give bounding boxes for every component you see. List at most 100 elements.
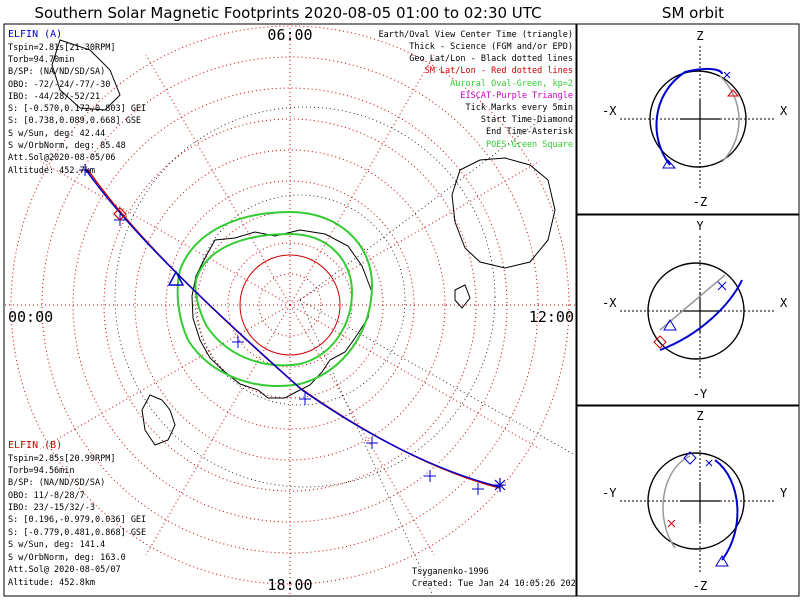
hour-label-left: 00:00 [8, 308, 53, 326]
elfin-b-line: S: [0.196,-0.979,0.036] GEI [8, 515, 146, 525]
elfin-b-line: Torb=94.56min [8, 466, 75, 476]
south-america-coastline [141, 394, 176, 446]
elfin-b-line: B/SP: (NA/ND/SD/SA) [8, 478, 105, 488]
elfin-b-line: OBO: 11/-8/28/7 [8, 491, 85, 501]
earth-circle [647, 452, 745, 550]
elfin-a-line: Torb=94.70min [8, 55, 75, 65]
panel-xz-left-label: -X [602, 104, 617, 118]
orbit-diamond [683, 451, 697, 465]
elfin-a-line: S w/Sun, deg: 42.44 [8, 129, 105, 139]
panel-yz-bottom-label: -Z [693, 579, 707, 593]
panel-xy: Y -Y -X X [602, 219, 788, 401]
elfin-a-line: B/SP: (NA/ND/SD/SA) [8, 67, 105, 77]
legend-item: POES-Green Square [486, 140, 573, 150]
panel-xz-right-label: X [780, 104, 788, 118]
sm-longitude-lines [4, 24, 576, 596]
sm-lat-circle [103, 118, 477, 492]
elfin-b-trace [85, 169, 501, 488]
sm-polar-cap-circle [239, 254, 341, 356]
legend-item: Tick Marks every 5min [466, 103, 573, 113]
sm-orbit-title: SM orbit [662, 4, 724, 22]
elfin-b-line: IBO: 23/-15/32/-3 [8, 503, 95, 513]
elfin-b-line: S w/OrbNorm, deg: 163.0 [8, 553, 126, 563]
elfin-b-line: Att.Sol@ 2020-08-05/07 [8, 565, 121, 575]
hour-label-right: 12:00 [529, 308, 574, 326]
hour-label-top: 06:00 [267, 26, 312, 44]
elfin-a-line: Att.Sol@2020-08-05/06 [8, 153, 115, 163]
elfin-b-line: Tspin=2.85s[20.99RPM] [8, 454, 115, 464]
panel-xz-top-label: Z [696, 29, 703, 43]
panel-xz: Z -Z -X X [602, 29, 788, 209]
orbit-path-blue [659, 279, 743, 351]
sm-lat-circle [134, 149, 446, 461]
auroral-oval [176, 210, 374, 387]
elfin-a-line: Tspin=2.81s[21.30RPM] [8, 43, 115, 53]
legend-item: EISCAT-Purple Triangle [460, 91, 573, 101]
legend: Earth/Oval View Center Time (triangle) T… [379, 30, 573, 150]
orbit-asterisk [723, 71, 731, 79]
panel-xy-frame [576, 214, 800, 406]
end-asterisk [494, 478, 506, 492]
elfin-b-line: S w/Sun, deg: 141.4 [8, 540, 105, 550]
earth-circle [649, 70, 747, 168]
geo-lat-circle [194, 194, 406, 406]
orbit-triangle [663, 319, 677, 331]
elfin-a-line: S: [0.738,0.089,0.668] GSE [8, 116, 141, 126]
orbit-asterisk [717, 281, 727, 291]
panel-xy-left-label: -X [602, 296, 617, 310]
legend-item: SM Lat/Lon - Red dotted lines [425, 66, 573, 76]
sm-orbit-panels: Z -Z -X X Y -Y -X X [576, 23, 800, 597]
panel-yz-top-label: Z [696, 409, 703, 423]
sm-lat-circle [258, 273, 322, 337]
hour-label-bottom: 18:00 [267, 576, 312, 594]
elfin-b-info: ELFIN (B) Tspin=2.85s[20.99RPM] Torb=94.… [8, 440, 146, 588]
orbit-path-gray [662, 455, 691, 549]
earth-circle [647, 262, 745, 360]
elfin-a-name: ELFIN (A) [8, 29, 62, 40]
view-center-triangle [167, 270, 185, 286]
panel-xy-bottom-label: -Y [693, 387, 708, 401]
orbit-triangle [715, 555, 729, 567]
legend-item: Thick - Science (FGM and/or EPD) [409, 42, 573, 52]
legend-item: Earth/Oval View Center Time (triangle) [379, 30, 573, 40]
panel-yz: Z -Z -Y Y [602, 409, 788, 593]
legend-item: Geo Lat/Lon - Black dotted lines [409, 54, 573, 64]
africa-coastline [51, 39, 121, 111]
geo-latitude-circles [114, 106, 496, 488]
legend-item: Start Time-Diamond [481, 115, 573, 125]
panel-xz-bottom-label: -Z [693, 195, 707, 209]
orbit-red-marker [726, 89, 740, 97]
new-zealand-coastline [454, 284, 471, 309]
elfin-a-line: S w/OrbNorm, deg: 85.48 [8, 141, 126, 151]
geo-lat-circle [114, 106, 496, 488]
start-diamond [113, 207, 127, 221]
panel-yz-right-label: Y [780, 486, 788, 500]
elfin-a-line: OBO: -72/-24/-77/-30 [8, 80, 110, 90]
orbit-asterisk [705, 459, 713, 467]
legend-item: Auroral Oval-Green, kp=2 [450, 79, 573, 89]
panel-xy-right-label: X [780, 296, 788, 310]
orbit-path-gray [719, 75, 740, 163]
elfin-b-name: ELFIN (B) [8, 440, 62, 451]
orbit-triangle [662, 159, 677, 169]
figure-title: Southern Solar Magnetic Footprints 2020-… [34, 4, 541, 22]
panel-xy-top-label: Y [696, 219, 704, 233]
credit-model: Tsyganenko-1996 [412, 567, 489, 577]
elfin-a-line: IBO: -44/28/-52/21 [8, 92, 100, 102]
elfin-a-line: S: [-0.570,0.172,0.803] GEI [8, 104, 146, 114]
polar-map [4, 24, 576, 596]
credit-created: Created: Tue Jan 24 10:05:26 2023 [412, 579, 581, 589]
legend-item: End Time-Asterisk [486, 127, 573, 137]
elfin-b-line: Altitude: 452.8km [8, 578, 95, 588]
sm-lat-circle [10, 25, 570, 585]
orbit-path-blue [655, 67, 723, 166]
panel-yz-left-label: -Y [602, 486, 617, 500]
elfin-a-line: Altitude: 452.7km [8, 166, 95, 176]
elfin-b-line: S: [-0.779,0.481,0.868] GSE [8, 528, 146, 538]
elfin-a-info: ELFIN (A) Tspin=2.81s[21.30RPM] Torb=94.… [8, 29, 146, 176]
orbit-path-blue [714, 459, 739, 561]
australia-coastline [451, 157, 556, 269]
orbit-red-asterisk [667, 519, 676, 528]
orbit-diamond [653, 335, 667, 349]
